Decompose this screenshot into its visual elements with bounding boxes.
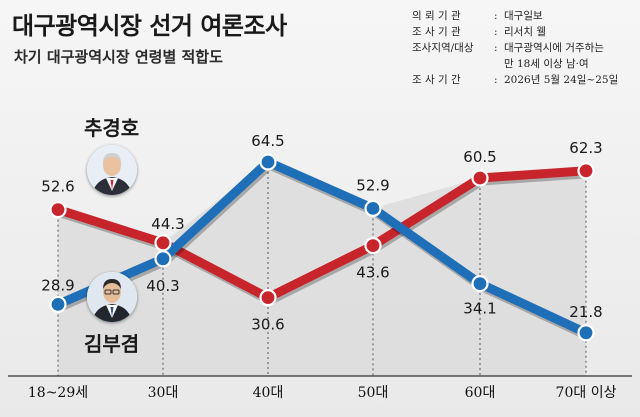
data-label: 30.6 — [251, 316, 284, 334]
data-label: 28.9 — [41, 276, 74, 294]
survey-info-value: 대구광역시에 거주하는 — [504, 42, 604, 54]
survey-info-value: 리서치 웰 — [504, 26, 546, 38]
series-line — [53, 157, 591, 338]
data-label: 43.6 — [356, 264, 389, 282]
survey-info: 의 뢰 기 관: 대구일보 조 사 기 관: 리서치 웰 조사지역/대상: 대구광역시… — [412, 8, 618, 88]
portrait-icon — [86, 272, 137, 322]
survey-info-key: 조사지역/대상 — [412, 42, 474, 54]
x-tick-label: 50대 — [358, 385, 389, 401]
survey-info-sep: : — [494, 10, 498, 22]
survey-info-sep: : — [494, 74, 498, 86]
survey-info-value: 대구일보 — [504, 10, 543, 22]
survey-info-sep: : — [494, 42, 498, 54]
x-tick-label: 30대 — [148, 385, 179, 401]
candidate-kim-name: 김부겸 — [84, 332, 140, 356]
data-label: 52.9 — [356, 176, 389, 194]
data-label: 62.3 — [569, 139, 602, 157]
data-label: 64.5 — [251, 132, 284, 150]
x-tick-label: 18~29세 — [28, 385, 88, 401]
data-point — [49, 201, 67, 219]
survey-info-key: 의 뢰 기 관 — [412, 10, 461, 22]
data-label: 21.8 — [569, 303, 602, 321]
data-point — [259, 153, 277, 171]
survey-info-key: 조 사 기 관 — [412, 26, 461, 38]
data-label: 52.6 — [41, 178, 74, 196]
survey-info-value: 만 18세 이상 남·여 — [504, 58, 589, 70]
x-tick-label: 70대 이상 — [556, 385, 617, 401]
data-point — [577, 162, 595, 180]
survey-info-value: 2026년 5월 24일~25일 — [504, 74, 619, 86]
candidate-choo: 추경호 — [84, 112, 139, 195]
page-title: 대구광역시장 선거 여론조사 — [12, 12, 287, 40]
series-line — [53, 166, 591, 303]
x-tick-label: 40대 — [253, 385, 284, 401]
page-subtitle: 차기 대구광역시장 연령별 적합도 — [14, 48, 223, 66]
data-label: 60.5 — [463, 148, 496, 166]
survey-info-key: 조 사 기 간 — [412, 74, 461, 86]
data-point — [364, 199, 382, 217]
survey-info-row: 조 사 기 관: 리서치 웰 — [412, 24, 618, 40]
x-tick-label: 60대 — [465, 385, 496, 401]
data-point — [154, 250, 172, 268]
data-point — [471, 275, 489, 293]
survey-info-row: 조 사 기 간:2026년 5월 24일~25일 — [412, 72, 618, 88]
survey-info-row: 조사지역/대상: 대구광역시에 거주하는 — [412, 40, 618, 56]
data-point — [259, 289, 277, 307]
portrait-icon — [86, 145, 137, 195]
data-label: 44.3 — [151, 215, 184, 233]
survey-info-row: 만 18세 이상 남·여 — [412, 56, 618, 72]
candidate-choo-name: 추경호 — [84, 116, 140, 140]
data-point — [471, 169, 489, 187]
data-label: 40.3 — [146, 277, 179, 295]
data-point — [49, 295, 67, 313]
survey-info-row: 의 뢰 기 관: 대구일보 — [412, 8, 618, 24]
data-point — [154, 234, 172, 252]
data-point — [364, 237, 382, 255]
data-point — [577, 324, 595, 342]
data-label: 34.1 — [463, 300, 496, 318]
candidate-kim: 김부겸 — [84, 272, 139, 357]
survey-info-sep: : — [494, 26, 498, 38]
